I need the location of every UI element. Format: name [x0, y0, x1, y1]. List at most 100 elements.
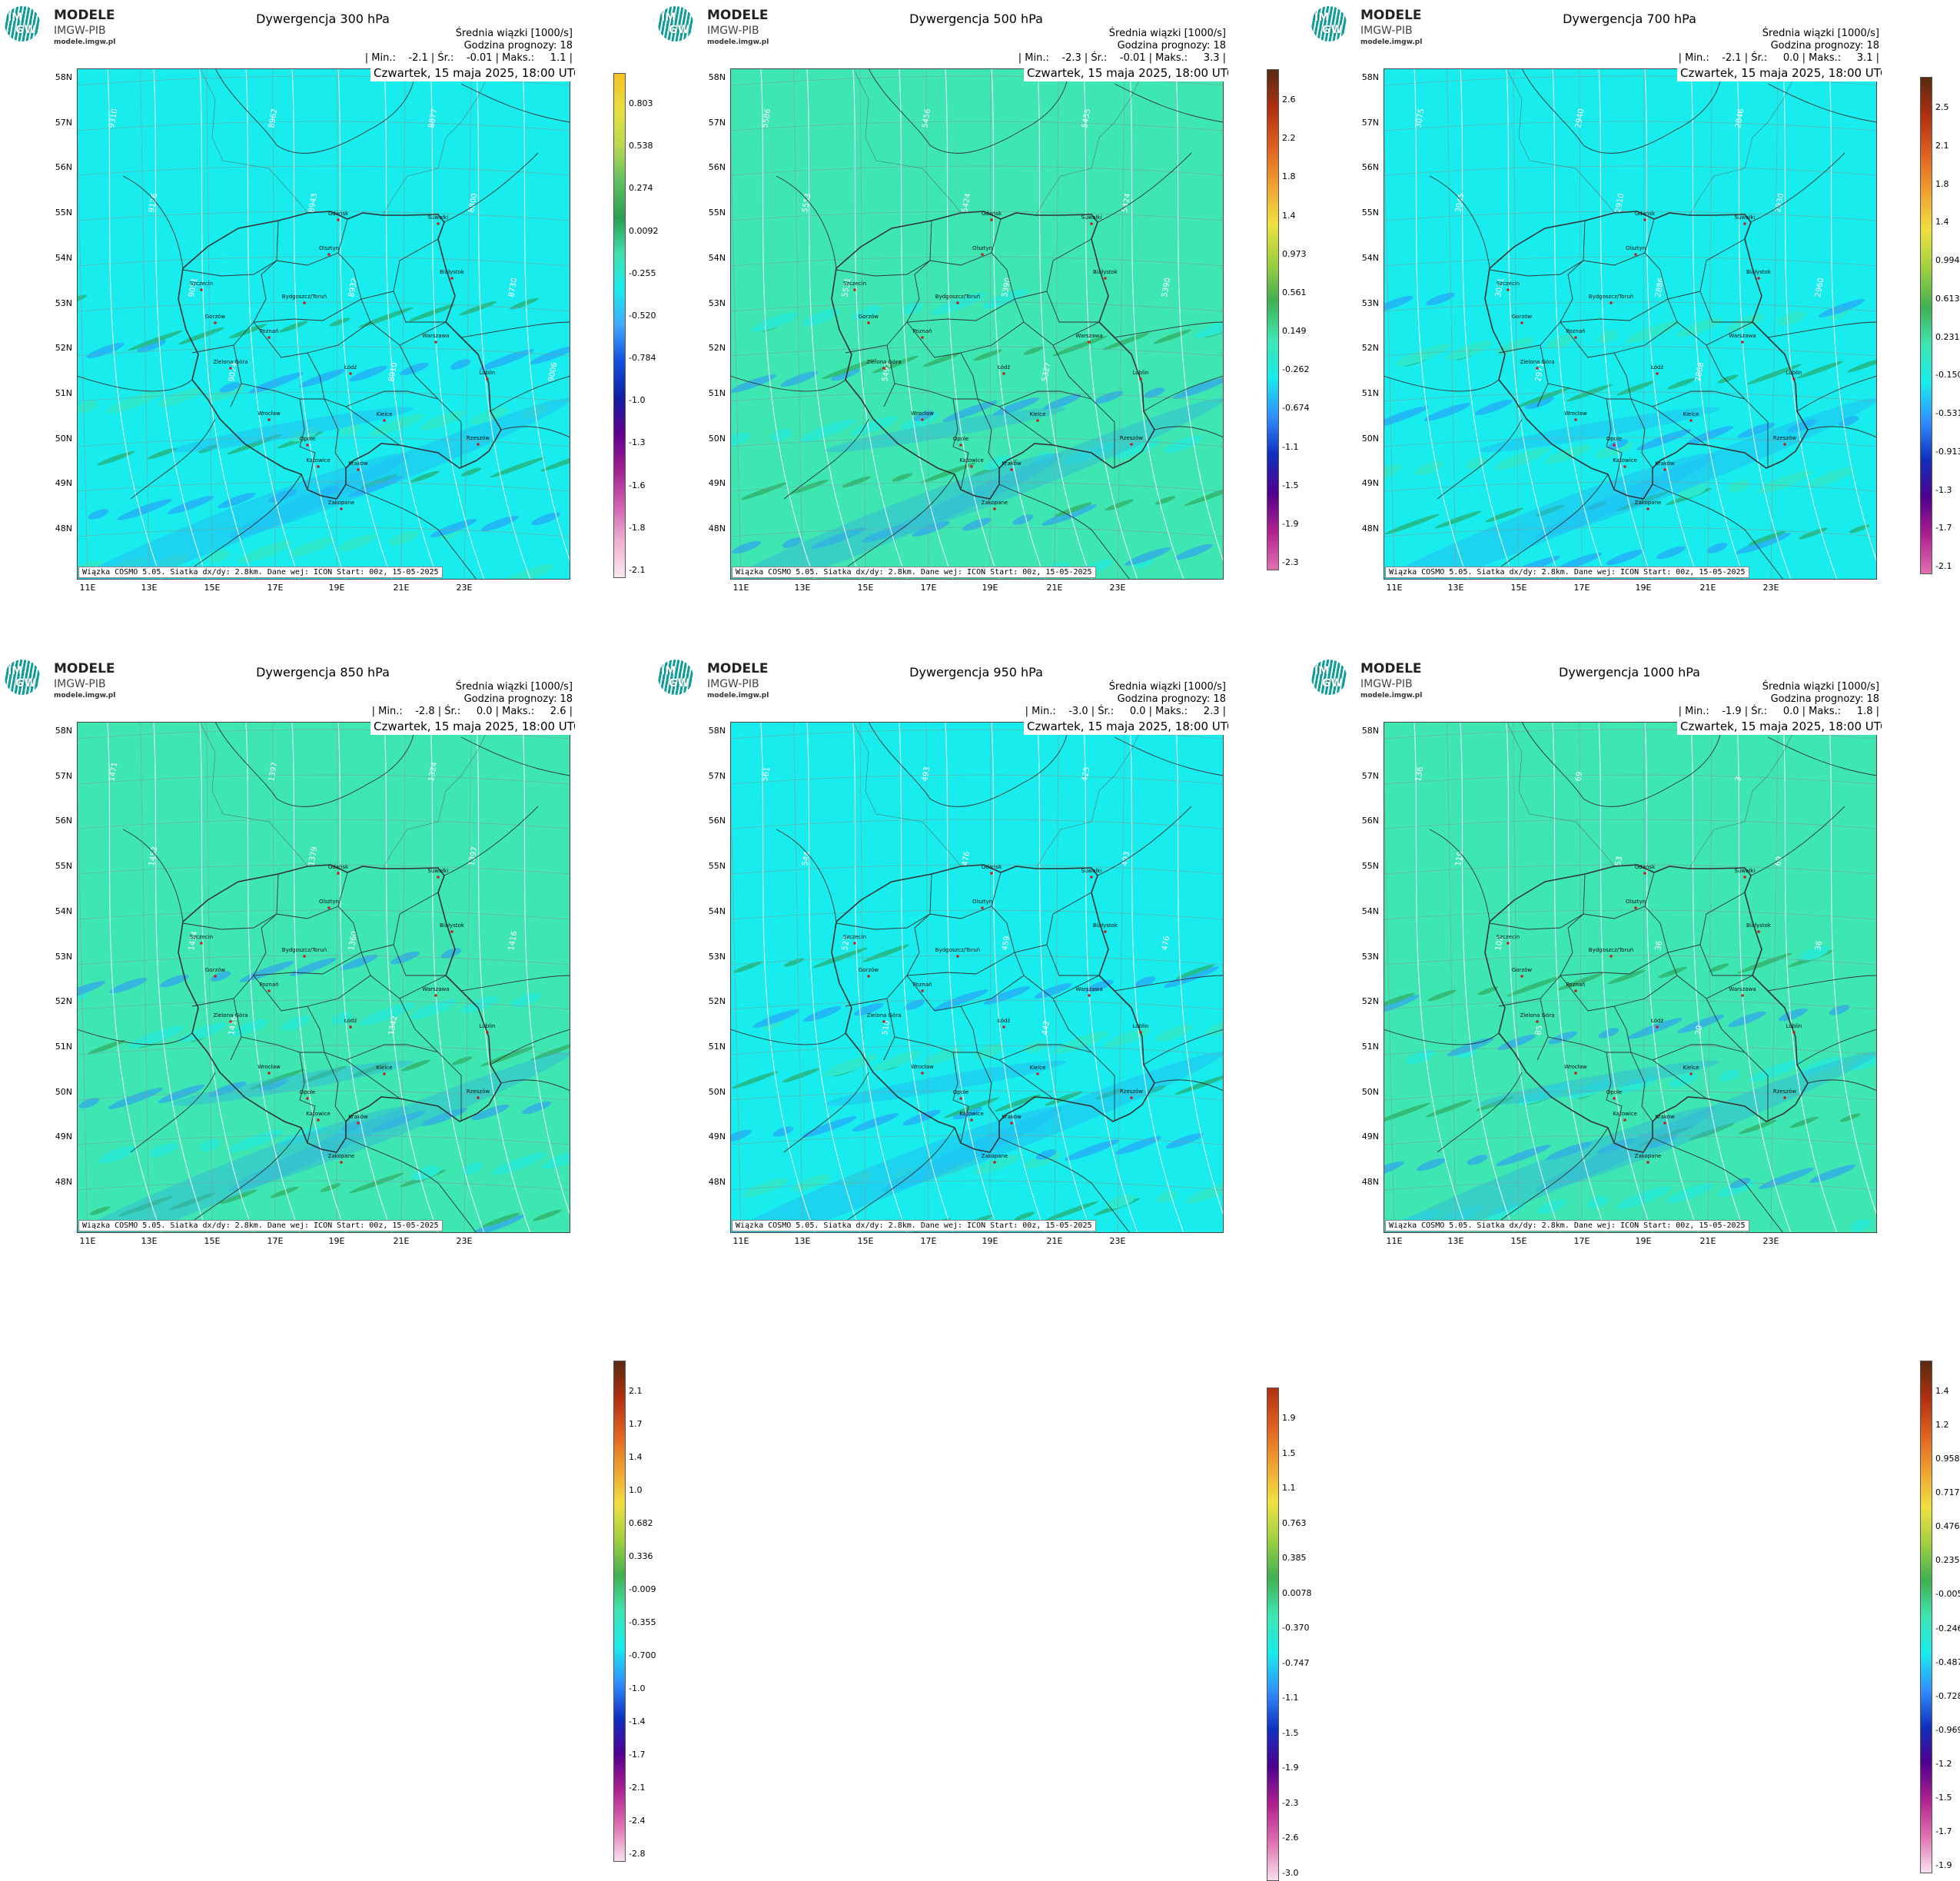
city-marker — [357, 1122, 360, 1125]
colorbar-tick-label: 0.613 — [1935, 293, 1960, 304]
colorbar-tick-label: -1.9 — [1282, 518, 1299, 529]
colorbar-tick-label: 1.0 — [629, 1485, 643, 1495]
colorbar-tick-label: 1.4 — [1935, 1386, 1949, 1396]
city-marker — [1757, 930, 1760, 933]
city-marker — [1623, 465, 1626, 468]
colorbar — [1920, 77, 1932, 574]
forecast-hour: Godzina prognozy: 18 — [1117, 40, 1226, 52]
city-label: Olsztyn — [1626, 245, 1646, 251]
city-label: Lublin — [1133, 370, 1149, 376]
voivodeship-border — [1644, 872, 1678, 976]
colorbar — [1267, 69, 1279, 570]
logo-emblem-icon: IM GW — [5, 6, 40, 42]
colorbar-tick-label: 0.994 — [1935, 255, 1960, 265]
city-label: Zakopane — [982, 500, 1008, 506]
forecast-panel: IM GW MODELE IMGW-PIB modele.imgw.pl Dywergen… — [653, 0, 1309, 653]
city-marker — [921, 336, 924, 339]
city-marker — [1634, 253, 1637, 256]
forecast-date: Czwartek, 15 maja 2025, 18:00 UTC — [1677, 718, 1882, 735]
city-label: Wrocław — [911, 410, 934, 417]
lon-tick-label: 13E — [141, 583, 158, 593]
cities: Gdańsk Olsztyn Suwałki Białystok Szczecin Byd… — [843, 864, 1148, 1164]
colorbar-tick-label: 1.1 — [1282, 1483, 1296, 1494]
contour-label: 8877 — [427, 108, 439, 129]
city-label: Zakopane — [328, 500, 355, 506]
contour-label: 3011 — [1494, 277, 1506, 298]
city-label: Szczecin — [843, 934, 866, 940]
city-marker — [1689, 1072, 1693, 1075]
voivodeship-border — [1706, 344, 1746, 400]
city-marker — [477, 1096, 480, 1099]
city-marker — [1139, 1031, 1142, 1034]
neighbor-border — [998, 484, 1131, 580]
city-marker — [1520, 321, 1523, 324]
city-label: Łódź — [344, 364, 357, 371]
logo-url: modele.imgw.pl — [1360, 692, 1423, 700]
colorbar-tick-label: 0.476 — [1935, 1521, 1960, 1532]
city-marker — [1656, 372, 1659, 375]
borders — [77, 68, 570, 580]
lat-tick-label: 55N — [708, 208, 726, 218]
colorbar-tick-label: -1.7 — [1935, 1826, 1952, 1836]
neighbor-border — [1796, 1029, 1877, 1065]
forecast-hour: Godzina prognozy: 18 — [1117, 693, 1226, 705]
neighbor-border — [1767, 975, 1877, 992]
lat-tick-label: 54N — [1361, 253, 1379, 263]
contour-label: 1360 — [347, 931, 359, 952]
voivodeship-border — [1052, 998, 1092, 1053]
neighbor-border — [1498, 1127, 1609, 1222]
neighbor-border — [1437, 418, 1523, 500]
panel-title: Dywergencja 850 hPa — [256, 665, 390, 680]
contour-label: 425 — [1081, 766, 1091, 783]
lat-tick-label: 53N — [1361, 952, 1379, 962]
contour-label: 1434 — [188, 931, 199, 952]
city-marker — [214, 321, 217, 324]
contour-label: 2886 — [1654, 277, 1666, 298]
colorbar-tick-label: -1.3 — [629, 437, 646, 448]
city-label: Rzeszów — [1120, 1088, 1143, 1095]
imgw-logo: IM GW MODELE IMGW-PIB modele.imgw.pl — [5, 6, 115, 46]
colorbar-tick-label: -0.005 — [1935, 1589, 1960, 1600]
lat-tick-label: 49N — [708, 1132, 726, 1142]
colorbar-tick-label: -0.520 — [629, 310, 656, 321]
lon-tick-label: 15E — [1510, 1236, 1527, 1246]
map-svg: 5586555355315492545654245390532754555424… — [730, 68, 1224, 580]
city-label: Suwałki — [428, 214, 449, 221]
neighbor-border — [191, 474, 302, 569]
mean-label: Średnia wiązki [1000/s] — [1762, 681, 1879, 693]
city-marker — [340, 1161, 343, 1164]
neighbor-border — [1767, 321, 1877, 338]
lon-tick-label: 21E — [393, 583, 410, 593]
poland-border — [1484, 211, 1809, 500]
contour-label: 5390 — [1161, 277, 1172, 298]
city-label: Kielce — [1030, 1065, 1046, 1071]
city-marker — [1104, 277, 1107, 280]
city-label: Olsztyn — [972, 899, 992, 905]
lon-tick-label: 23E — [456, 1236, 473, 1246]
city-marker — [1689, 419, 1693, 422]
lon-tick-label: 15E — [204, 1236, 221, 1246]
logo-subtitle: IMGW-PIB — [1360, 25, 1413, 37]
city-marker — [486, 377, 489, 381]
city-label: Suwałki — [428, 868, 449, 874]
city-label: Gdańsk — [982, 864, 1002, 870]
logo-initials-bottom: GW — [1322, 24, 1343, 36]
neighbor-border — [1384, 375, 1500, 392]
colorbar-tick-label: -1.1 — [1282, 441, 1299, 452]
colorbar-tick-label: 0.717 — [1935, 1487, 1960, 1498]
contour-lines — [760, 68, 1224, 580]
city-marker — [867, 321, 870, 324]
map-frame — [77, 68, 570, 580]
lon-tick-label: 13E — [794, 1236, 811, 1246]
city-label: Poznań — [912, 328, 932, 334]
stats-line: | Min.: -3.0 | Śr.: 0.0 | Maks.: 2.3 | — [1025, 706, 1226, 717]
city-marker — [1088, 994, 1091, 997]
contour-label: 1471 — [108, 762, 119, 783]
contour-label: 5456 — [921, 108, 932, 129]
city-label: Opole — [953, 1089, 969, 1095]
city-marker — [1090, 876, 1093, 879]
logo-brand: MODELE — [1360, 661, 1422, 676]
lat-tick-label: 56N — [55, 162, 72, 172]
city-marker — [882, 367, 885, 370]
